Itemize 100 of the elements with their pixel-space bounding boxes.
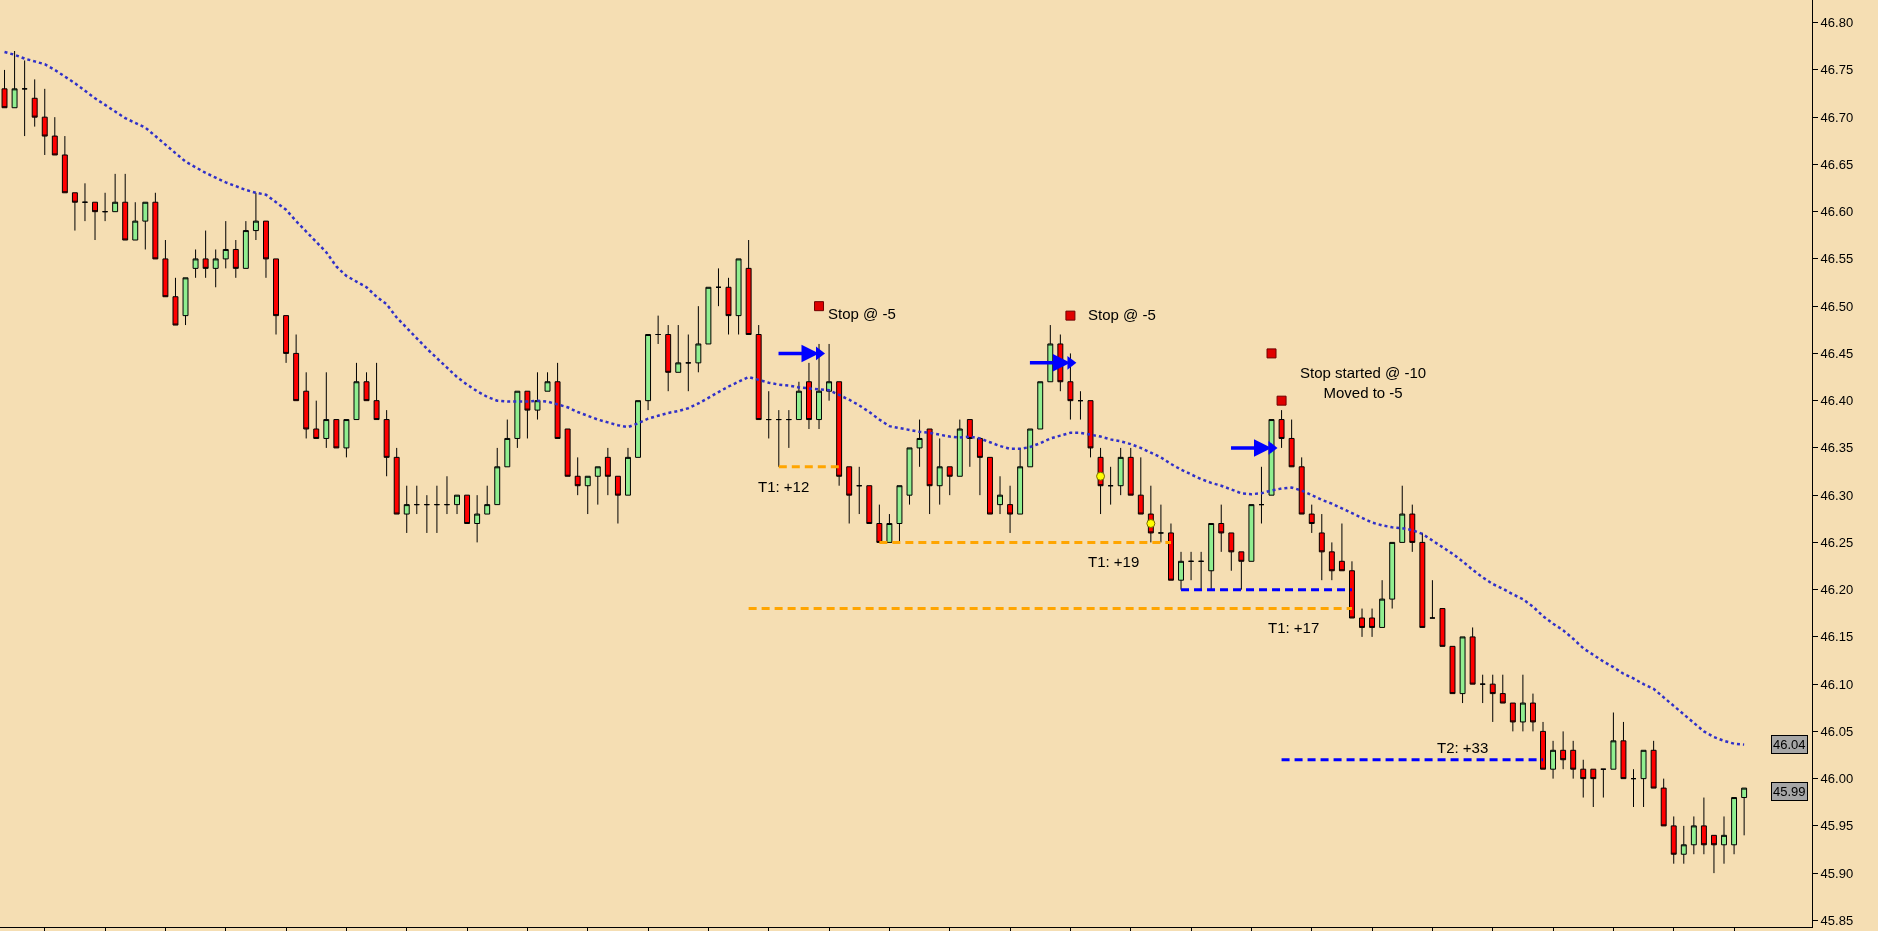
candlestick [1228,532,1235,572]
candlestick [232,239,239,279]
candlestick [192,248,199,279]
candlestick [1338,523,1345,572]
candlestick [584,475,591,515]
candlestick [51,116,58,156]
candlestick [21,59,28,137]
candlestick [735,258,742,336]
candlestick [303,371,310,439]
candlestick [182,277,189,326]
candlestick [1288,419,1295,468]
candlestick [403,485,410,534]
y-tick-label: 45.90 [1820,865,1854,881]
candlestick [1047,324,1054,383]
candlestick [976,437,983,496]
candlestick [1489,674,1496,723]
candlestick [222,220,229,269]
candlestick [1117,447,1124,496]
candlestick [665,324,672,392]
annotation: T1: +17 [1268,619,1320,636]
y-tick-label: 46.55 [1820,251,1854,267]
candlestick [1449,645,1456,695]
candlestick [1419,532,1426,628]
candlestick [1188,551,1195,581]
candlestick [1721,815,1727,865]
candlestick [1278,409,1285,449]
candlestick [635,400,641,458]
candlestick [313,400,320,439]
annotation: T1: +19 [1088,553,1140,570]
candlestick [514,390,521,449]
candlestick [172,277,179,326]
candlestick [1670,815,1677,865]
candlestick [252,192,259,241]
candlestick [1157,504,1164,543]
candlestick [202,230,209,279]
candlestick [11,50,18,109]
candlestick [1700,797,1707,855]
candlestick [564,428,571,477]
candlestick [263,220,269,279]
candlestick [162,239,169,298]
y-tick-label: 46.50 [1820,298,1854,314]
candlestick [363,371,370,402]
candlestick [413,485,420,515]
candlestick [544,371,551,392]
candlestick [333,419,340,449]
candlestick [373,362,380,421]
candlestick [92,201,98,241]
candlestick [323,371,330,449]
candlestick [343,419,350,458]
candlestick [806,362,812,430]
y-tick-label: 46.70 [1820,109,1854,125]
candlestick [1741,787,1748,836]
candlestick [1439,608,1446,647]
candlestick [886,513,893,543]
candlestick [1248,504,1255,562]
point [1146,519,1156,528]
candlestick [1137,456,1144,515]
candlestick [1600,768,1607,799]
candlestick [1389,541,1396,610]
candlestick [675,324,682,373]
y-tick-label: 46.00 [1820,771,1854,787]
candlestick [594,466,601,506]
candlestick [1509,702,1516,732]
candlestick [876,504,883,543]
candlestick [1610,712,1617,770]
candlestick [504,419,511,468]
candlestick [454,494,460,515]
candlestick [71,192,78,232]
candlestick [1,69,8,109]
candlestick [1218,504,1225,553]
candlestick [1680,825,1687,865]
candlestick [1409,504,1416,553]
y-tick-label: 46.30 [1820,487,1854,503]
candlestick [856,466,863,515]
candlestick [795,381,802,421]
candlestick [1530,693,1536,732]
candlestick [715,267,722,307]
candlestick [1550,740,1557,780]
candlestick [102,192,109,222]
candlestick [695,305,702,373]
candlestick [1690,815,1697,855]
candlestick [1711,834,1717,874]
y-tick-label: 46.80 [1820,15,1854,31]
candlestick [1198,551,1205,591]
candlestick [1580,759,1587,799]
candlestick [685,334,692,392]
candlestick [1469,626,1476,685]
candlestick [625,447,631,496]
point [1096,471,1106,481]
y-tick-label: 46.20 [1820,582,1854,598]
text: 45.99 [1773,784,1806,799]
candlestick [383,409,390,477]
candlestick [31,78,38,128]
candlestick [1660,778,1667,827]
candlestick [956,419,963,477]
candlestick [1620,721,1627,780]
candlestick [645,334,652,411]
candlestick [1479,674,1486,704]
candlestick [1318,513,1325,581]
y-tick-label: 46.15 [1820,629,1854,645]
